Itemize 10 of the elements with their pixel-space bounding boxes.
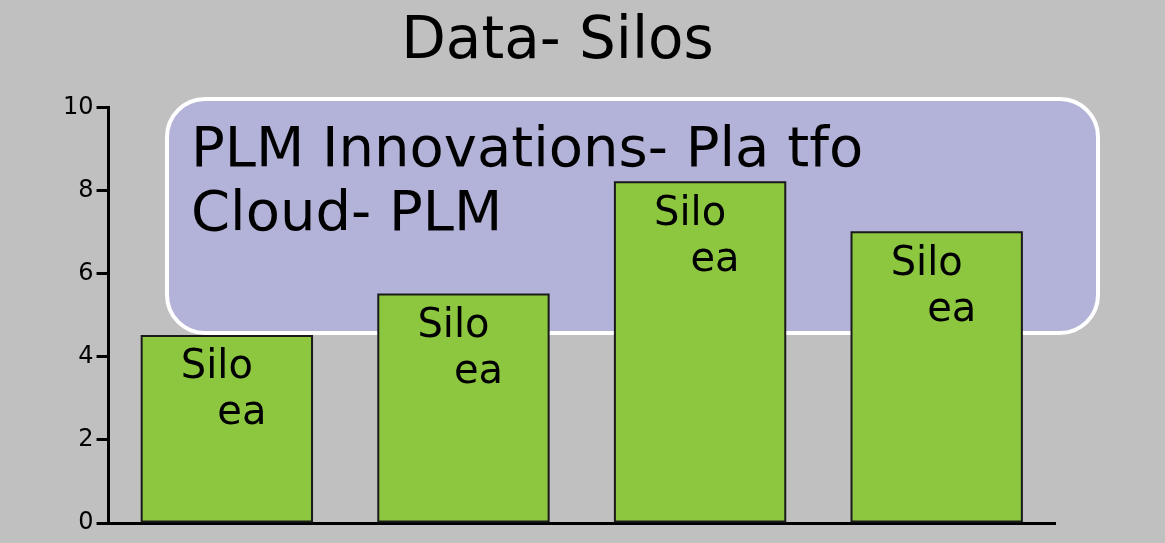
y-tick-label: 6: [78, 257, 94, 286]
y-tick-label: 2: [78, 424, 94, 453]
y-tick-label: 0: [78, 507, 94, 536]
x-tick-label: Silo ea: [180, 341, 267, 434]
x-tick-label: Silo ea: [890, 237, 977, 330]
y-tick-label: 8: [78, 174, 94, 203]
y-tick-label: 10: [62, 91, 94, 120]
chart-title: Data- Silos: [401, 3, 714, 72]
x-tick-label: Silo ea: [654, 187, 740, 280]
y-tick-label: 4: [78, 341, 94, 370]
